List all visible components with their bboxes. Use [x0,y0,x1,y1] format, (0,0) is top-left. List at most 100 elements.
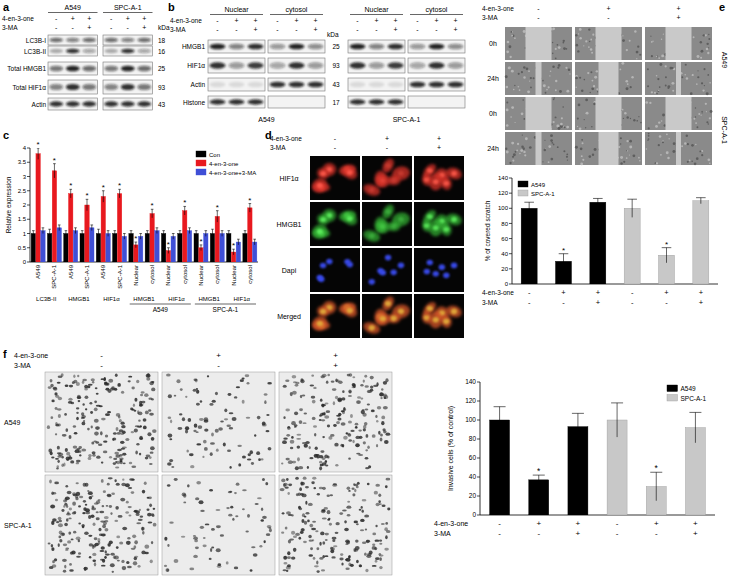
stained-cell [363,379,365,382]
texture [697,55,700,58]
stained-cell [350,430,354,432]
cell [380,294,396,312]
significance: * [53,156,56,165]
wound-image [505,62,572,95]
stained-cell [167,462,172,465]
stained-cell [305,441,309,444]
sign: - [537,14,540,21]
significance: * [69,181,72,190]
error-cap [593,198,603,199]
error-line [184,206,185,215]
stained-cell [303,541,307,543]
stained-cell [196,481,201,484]
stained-cell [296,438,301,440]
cell [309,313,330,333]
stained-cell [196,403,200,406]
stained-cell [305,501,307,505]
micrograph [414,156,464,200]
texture [542,161,543,162]
plot-area [31,148,257,262]
treatment: 3-MA [2,24,18,31]
stained-cell [320,464,324,466]
blot-band [410,62,426,69]
texture [626,49,628,51]
blot-frame [103,80,153,94]
blot-band [410,44,426,50]
stained-cell [92,560,96,563]
stained-cell [322,518,327,520]
texture [647,85,649,87]
stained-cell [321,457,325,460]
treatment: 4-en-3-one [482,5,514,12]
error-bar [37,148,40,159]
texture [522,134,523,135]
texture [620,162,622,164]
stained-cell [105,554,110,556]
sign: + [676,14,680,21]
stained-cell [234,492,237,494]
texture [512,156,514,158]
stained-cell [295,384,299,387]
error-line [152,209,153,218]
texture [685,64,687,66]
texture [701,50,704,53]
stained-cell [131,465,136,468]
stained-cell [61,373,64,376]
texture [659,135,662,138]
stained-cell [183,502,186,504]
stained-cell [114,555,119,559]
error-line [212,229,213,238]
nucleus [443,181,449,186]
timepoint: 24h [487,75,499,82]
blot-band [248,99,264,104]
stained-cell [65,384,69,387]
bar [52,171,56,262]
cell [440,314,453,329]
stained-cell [337,417,341,420]
sign: - [665,298,668,307]
blot-band [388,99,404,104]
fraction: cytosol [286,6,308,14]
texture [591,52,593,54]
stained-cell [101,533,106,536]
texture [706,92,709,95]
error-bar [188,228,191,234]
transwell-image [162,372,275,472]
stained-cell [290,392,293,396]
error-cap [48,229,51,230]
bar [129,234,133,263]
stained-cell [376,420,378,423]
cell-line: A549 [4,419,20,426]
texture [558,64,561,67]
stained-cell [51,521,54,525]
texture [580,163,583,166]
error-cap [204,230,207,231]
texture [673,142,676,145]
stained-cell [76,482,79,484]
cell [309,175,330,195]
treatment: 3-MA [14,362,31,369]
stained-cell [68,518,71,520]
stained-cell [51,547,54,551]
stained-cell [63,570,66,573]
texture [706,48,709,51]
stained-cell [59,539,62,543]
texture [694,163,697,166]
sign: + [676,5,680,12]
sign: - [334,144,337,151]
stained-cell [343,407,345,410]
texture [507,41,510,44]
stained-cell [322,412,326,415]
texture [661,54,664,57]
stained-cell [85,504,87,506]
channel-label: HIF1α [279,175,298,182]
stained-cell [355,540,359,543]
stained-cell [380,438,383,442]
y-axis-label: Relative expression [5,176,13,233]
stained-cell [107,483,110,486]
stained-cell [210,548,212,552]
blot-band [308,62,324,69]
stained-cell [195,547,199,550]
texture [550,134,553,137]
stained-cell [314,433,316,436]
